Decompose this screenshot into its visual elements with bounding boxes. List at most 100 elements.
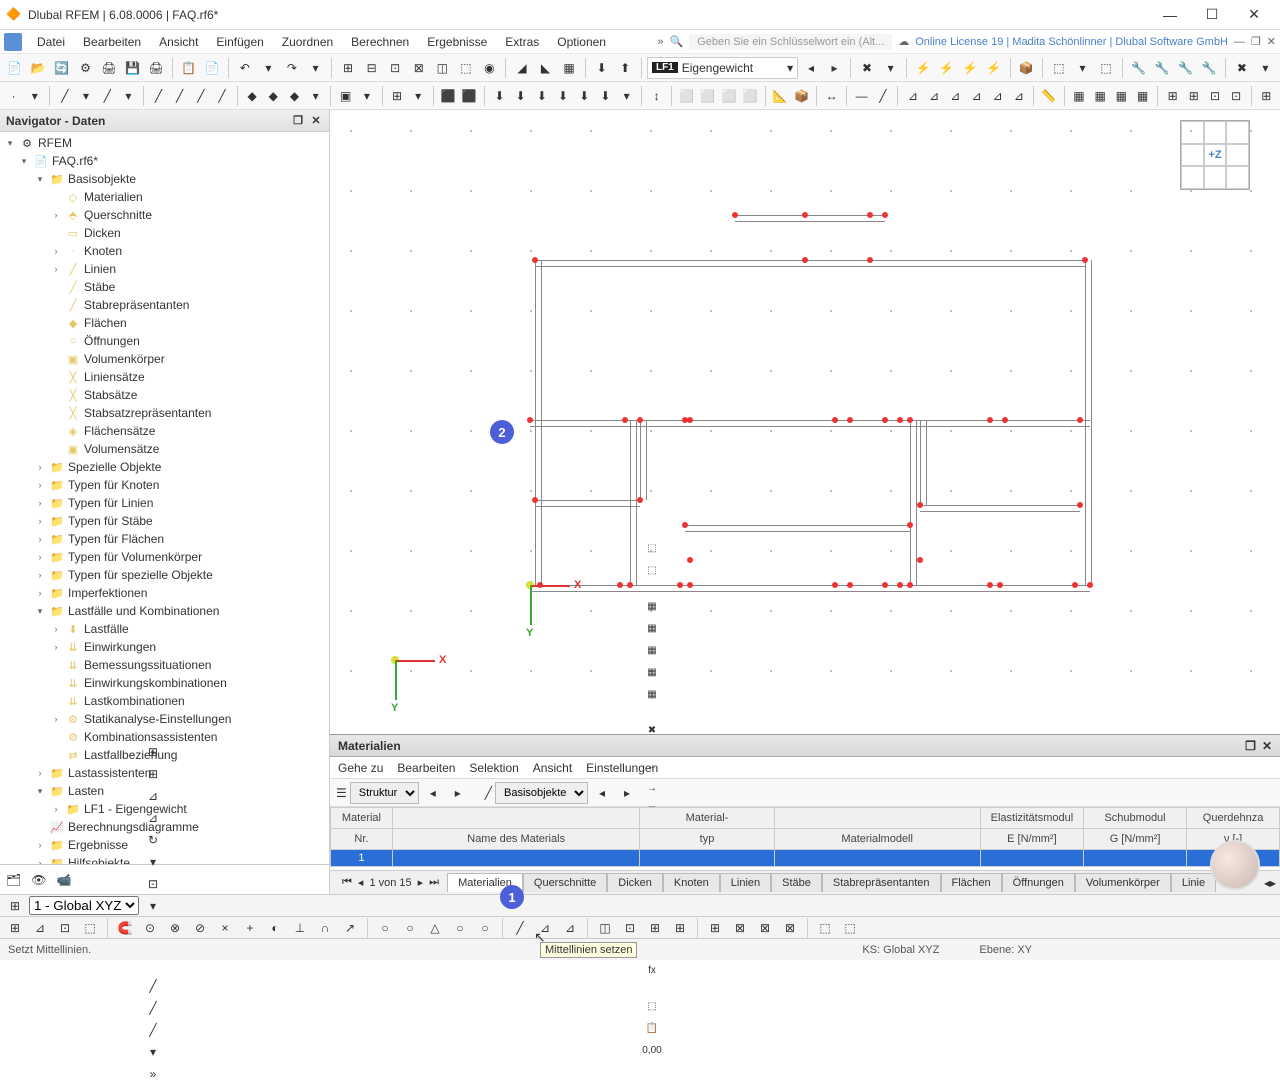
structure-node[interactable] [687, 557, 693, 563]
tree-item[interactable]: ⇊Einwirkungskombinationen [0, 674, 329, 692]
snap-tool-icon[interactable]: ○ [374, 917, 396, 939]
toolbar-icon[interactable]: 📄 [201, 57, 223, 79]
assistant-avatar[interactable] [1210, 840, 1260, 890]
toolbar-icon[interactable]: ⊞ [337, 57, 359, 79]
nav-footer-icon-1[interactable]: 🗂 [6, 873, 21, 887]
toolbar-icon[interactable]: ⬜ [720, 85, 739, 107]
snap-tool-icon[interactable]: ∩ [314, 917, 336, 939]
structure-line[interactable] [640, 420, 641, 500]
first-page-icon[interactable]: ⏮ [342, 876, 352, 889]
search-icon[interactable]: 🔍 [669, 35, 683, 48]
structure-line[interactable] [685, 525, 910, 526]
structure-node[interactable] [882, 582, 888, 588]
toolbar-icon[interactable]: ▾ [305, 57, 327, 79]
toolbar-icon[interactable]: ⚙ [75, 57, 97, 79]
snap-tool-icon[interactable]: ◫ [594, 917, 616, 939]
structure-node[interactable] [802, 212, 808, 218]
coord-tool-icon[interactable]: ⊿ [142, 807, 164, 829]
tree-item[interactable]: ›📁Typen für Knoten [0, 476, 329, 494]
close-button[interactable]: ✕ [1234, 1, 1274, 29]
toolbar-icon[interactable]: ╱ [98, 85, 117, 107]
toolbar-icon[interactable]: ⊿ [988, 85, 1007, 107]
toolbar-icon[interactable]: ◆ [264, 85, 283, 107]
data-grid[interactable]: MaterialMaterial-ElastizitätsmodulSchubm… [330, 807, 1280, 870]
toolbar-icon[interactable]: ▦ [1091, 85, 1110, 107]
toolbar-icon[interactable]: 📐 [771, 85, 790, 107]
menu-ansicht[interactable]: Ansicht [150, 35, 207, 49]
inner-minimize-button[interactable]: — [1234, 36, 1245, 48]
menu-bearbeiten[interactable]: Bearbeiten [74, 35, 150, 49]
tree-item[interactable]: ›📁Typen für Flächen [0, 530, 329, 548]
snap-tool-icon[interactable]: ⊞ [704, 917, 726, 939]
bp-tool-icon[interactable]: ✖ [641, 720, 663, 742]
toolbar-icon[interactable]: ▾ [25, 85, 44, 107]
tab-querschnitte[interactable]: Querschnitte [523, 873, 607, 892]
toolbar-icon[interactable]: 💾 [122, 57, 144, 79]
toolbar-icon[interactable]: ▾ [306, 85, 325, 107]
structure-node[interactable] [882, 212, 888, 218]
tree-item[interactable]: ›╱Linien [0, 260, 329, 278]
toolbar-icon[interactable]: ⬇ [553, 85, 572, 107]
structure-node[interactable] [802, 257, 808, 263]
tree-item[interactable]: ›📁Spezielle Objekte [0, 458, 329, 476]
toolbar-icon[interactable]: 🖨 [145, 57, 167, 79]
panel-dock-icon[interactable]: ❐ [1245, 739, 1256, 753]
coord-tool-icon[interactable]: ▾ [142, 851, 164, 873]
structure-node[interactable] [847, 582, 853, 588]
tree-item[interactable]: ›⬘Querschnitte [0, 206, 329, 224]
tree-file[interactable]: ▾📄FAQ.rf6* [0, 152, 329, 170]
toolbar-icon[interactable]: ⬜ [698, 85, 717, 107]
tree-item[interactable]: ◈Flächensätze [0, 422, 329, 440]
menu-einfügen[interactable]: Einfügen [207, 35, 272, 49]
structure-node[interactable] [1077, 502, 1083, 508]
snap-tool-icon[interactable]: ⊠ [754, 917, 776, 939]
toolbar-icon[interactable]: ⊿ [967, 85, 986, 107]
category-icon[interactable]: ╱ [485, 786, 492, 800]
toolbar-icon[interactable]: — [852, 85, 871, 107]
toolbar-icon[interactable]: 📋 [178, 57, 200, 79]
tree-item[interactable]: ⚙Kombinationsassistenten [0, 728, 329, 746]
search-hint[interactable]: Geben Sie ein Schlüsselwort ein (Alt... [689, 34, 892, 50]
snap-tool-icon[interactable]: ◐ [264, 917, 286, 939]
structure-line[interactable] [535, 260, 1085, 261]
cs-icon[interactable]: ⊞ [4, 895, 26, 917]
minimize-button[interactable]: — [1150, 1, 1190, 29]
tree-item[interactable]: ›📁Lastassistenten [0, 764, 329, 782]
structure-node[interactable] [682, 522, 688, 528]
coord-tool-icon[interactable]: » [142, 1063, 164, 1085]
bp-tool-icon[interactable]: ▦ [641, 640, 663, 662]
structure-line[interactable] [535, 260, 536, 585]
structure-line[interactable] [530, 585, 1090, 586]
structure-node[interactable] [832, 417, 838, 423]
toolbar-icon[interactable]: ⊞ [1163, 85, 1182, 107]
tree-item[interactable]: ╱Stäbe [0, 278, 329, 296]
structure-node[interactable] [1077, 417, 1083, 423]
structure-node[interactable] [687, 417, 693, 423]
tree-item[interactable]: ›📁Typen für Linien [0, 494, 329, 512]
snap-tool-icon[interactable]: ⊞ [4, 917, 26, 939]
loadcase-selector[interactable]: LF1Eigengewicht▾ [647, 57, 798, 79]
category-select[interactable]: Basisobjekte [495, 782, 588, 804]
toolbar-icon[interactable]: ↶ [234, 57, 256, 79]
structure-node[interactable] [637, 417, 643, 423]
table-row[interactable]: 1 [331, 850, 1280, 867]
toolbar-icon[interactable]: ⬚ [1048, 57, 1070, 79]
tree-item[interactable]: ›📁Typen für Stäbe [0, 512, 329, 530]
toolbar-icon[interactable]: ⚡ [983, 57, 1005, 79]
structure-node[interactable] [987, 582, 993, 588]
snap-tool-icon[interactable]: ⊡ [54, 917, 76, 939]
snap-tool-icon[interactable]: ⊠ [779, 917, 801, 939]
structure-node[interactable] [907, 582, 913, 588]
camera-icon[interactable]: 📹 [56, 873, 71, 887]
toolbar-icon[interactable]: ⬛ [460, 85, 479, 107]
toolbar-icon[interactable]: 🔧 [1199, 57, 1221, 79]
snap-tool-icon[interactable]: ⊞ [644, 917, 666, 939]
tree-item[interactable]: ⇊Lastkombinationen [0, 692, 329, 710]
coord-tool-icon[interactable]: ⊞ [142, 763, 164, 785]
toolbar-icon[interactable]: ▸ [824, 57, 846, 79]
maximize-button[interactable]: ☐ [1192, 1, 1232, 29]
tab-linien[interactable]: Linien [720, 873, 771, 892]
toolbar-icon[interactable]: ⚡ [960, 57, 982, 79]
toolbar-icon[interactable]: ╱ [149, 85, 168, 107]
toolbar-icon[interactable]: 🔄 [51, 57, 73, 79]
